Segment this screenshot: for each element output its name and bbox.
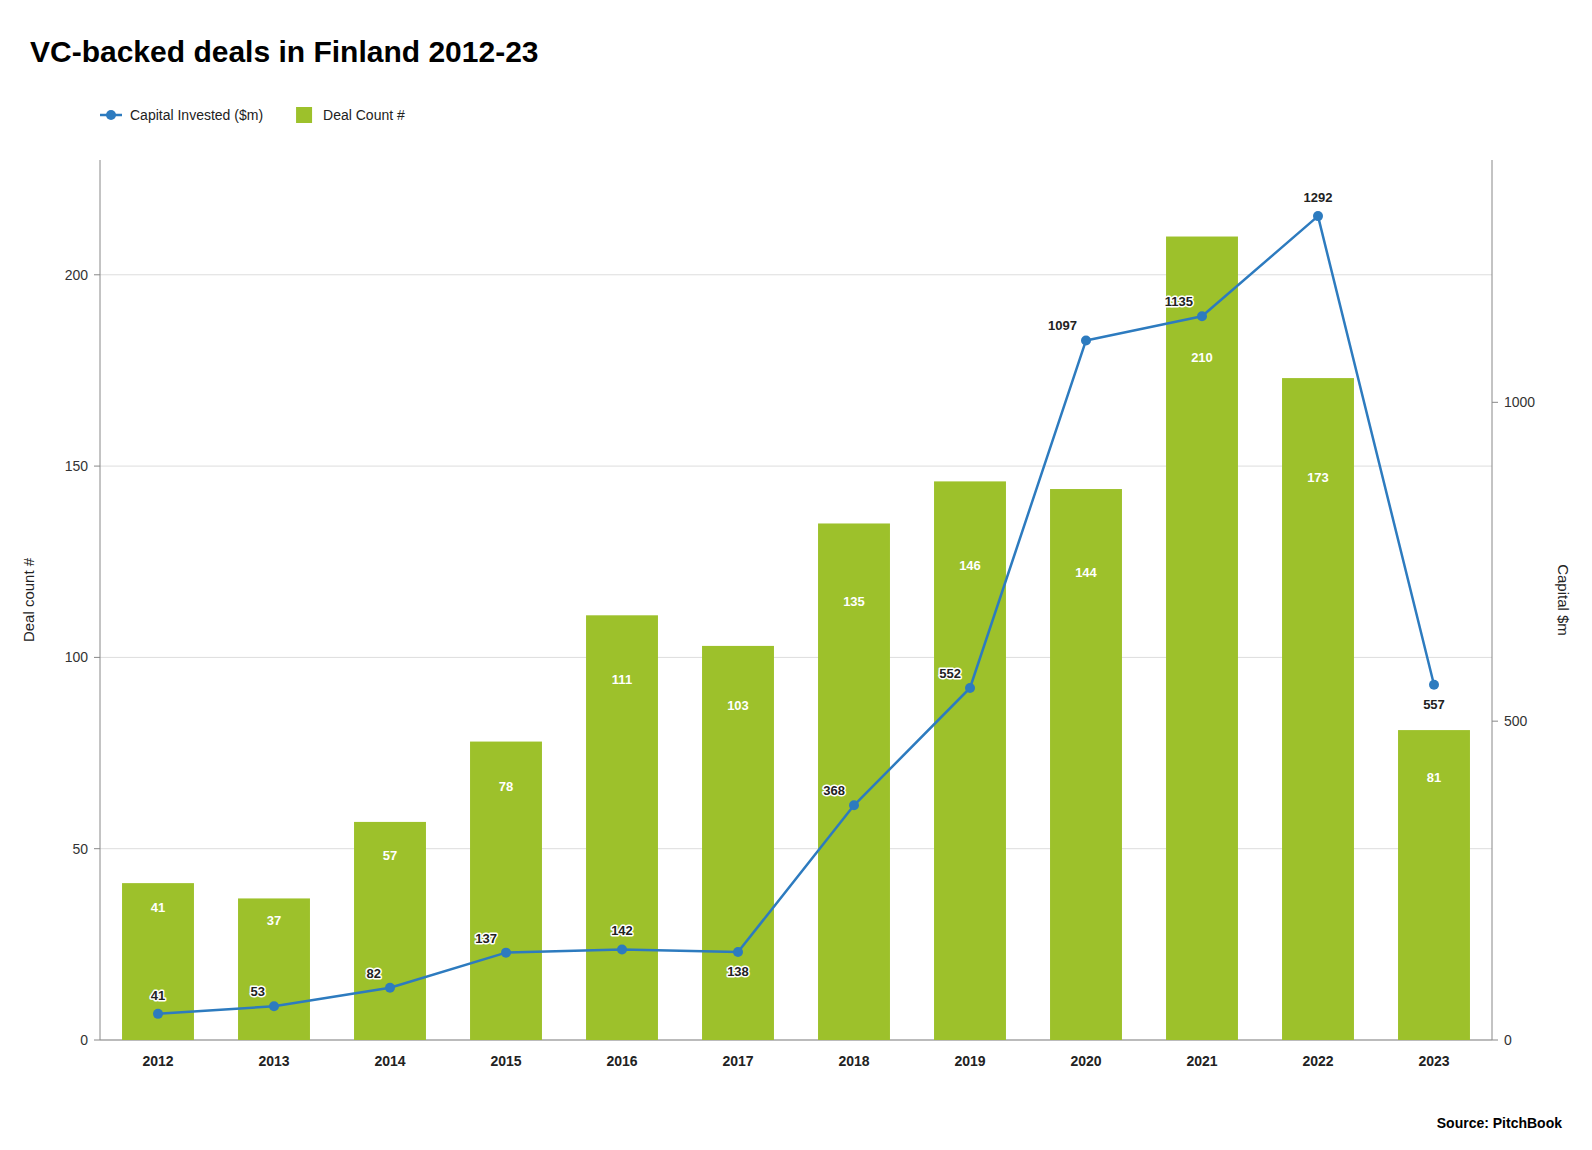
x-tick-label: 2018 (838, 1053, 869, 1069)
line-marker (501, 948, 511, 958)
legend-label: Capital Invested ($m) (130, 107, 263, 123)
bar (470, 742, 542, 1040)
y2-tick-label: 500 (1504, 713, 1528, 729)
line-marker (153, 1009, 163, 1019)
bar-label: 81 (1427, 770, 1441, 785)
bar-label: 111 (612, 672, 632, 687)
line-marker (1313, 211, 1323, 221)
y2-tick (1492, 721, 1498, 722)
chart-svg: VC-backed deals in Finland 2012-23 0 50 100… (0, 0, 1592, 1150)
y2-tick-label: 1000 (1504, 394, 1535, 410)
bar-label: 146 (959, 558, 981, 573)
chart-container: VC-backed deals in Finland 2012-23 0 50 100… (0, 0, 1592, 1150)
bar (934, 481, 1006, 1040)
marks (122, 211, 1470, 1040)
x-tick-label: 2014 (374, 1053, 405, 1069)
bar (238, 898, 310, 1040)
x-tick-label: 2022 (1302, 1053, 1333, 1069)
y-tick-label: 50 (72, 841, 88, 857)
data-labels: 41 37 57 78 111 103 135 146 144 210 173 81 41 53 82 137… (151, 190, 1445, 1003)
bar-label: 37 (267, 913, 281, 928)
line-label: 552 (939, 666, 961, 681)
line-label: 1135 (1165, 294, 1193, 309)
bar-label: 41 (151, 900, 165, 915)
y2-axis-line (1492, 160, 1493, 1040)
y2-tick (1492, 1040, 1498, 1041)
line-marker (1197, 311, 1207, 321)
line-marker (1081, 335, 1091, 345)
bar (818, 523, 890, 1040)
x-tick-label: 2020 (1070, 1053, 1101, 1069)
y-tick (94, 848, 100, 849)
line-marker (965, 683, 975, 693)
line-marker (1429, 680, 1439, 690)
legend-swatch (296, 107, 312, 123)
y-tick (94, 466, 100, 467)
line-label: 138 (727, 964, 749, 979)
y2-tick-label: 0 (1504, 1032, 1512, 1048)
y2-axis-label: Capital $m (1555, 564, 1572, 636)
line-label: 1097 (1048, 318, 1077, 333)
bar-label: 173 (1307, 470, 1329, 485)
title: VC-backed deals in Finland 2012-23 (30, 35, 539, 68)
x-tick-label: 2012 (142, 1053, 173, 1069)
bar (1282, 378, 1354, 1040)
line-label: 142 (611, 923, 633, 938)
y-tick-label: 150 (65, 458, 89, 474)
x-tick-label: 2023 (1418, 1053, 1449, 1069)
legend: Capital Invested ($m) Deal Count # (100, 107, 405, 123)
bar-label: 144 (1075, 565, 1097, 580)
line-label: 1292 (1304, 190, 1333, 205)
y-axis-line (100, 160, 101, 1040)
annotation: Source: PitchBook (1437, 1115, 1562, 1131)
legend-swatch (106, 110, 116, 120)
bar (122, 883, 194, 1040)
line-marker (617, 944, 627, 954)
y2-tick (1492, 402, 1498, 403)
bar (1398, 730, 1470, 1040)
y-tick (94, 657, 100, 658)
x-tick-label: 2016 (606, 1053, 637, 1069)
line-marker (385, 983, 395, 993)
bar (586, 615, 658, 1040)
legend-item: Deal Count # (296, 107, 405, 123)
y-tick (94, 1040, 100, 1041)
y-tick-label: 100 (65, 649, 89, 665)
grid-line (100, 274, 1492, 275)
y-tick-label: 200 (65, 267, 89, 283)
x-tick-label: 2021 (1186, 1053, 1217, 1069)
bar-label: 57 (383, 848, 397, 863)
line-label: 137 (475, 931, 497, 946)
x-tick-label: 2015 (490, 1053, 521, 1069)
line-marker (849, 800, 859, 810)
bar (1050, 489, 1122, 1040)
bar-label: 210 (1191, 350, 1213, 365)
y-tick (94, 274, 100, 275)
legend-item: Capital Invested ($m) (100, 107, 263, 123)
line-marker (269, 1001, 279, 1011)
line-label: 53 (251, 984, 265, 999)
line-label: 368 (823, 783, 845, 798)
bar (1166, 237, 1238, 1040)
line-label: 557 (1423, 697, 1445, 712)
x-tick-label: 2019 (954, 1053, 985, 1069)
x-tick-label: 2013 (258, 1053, 289, 1069)
legend-label: Deal Count # (323, 107, 405, 123)
bar (702, 646, 774, 1040)
line-marker (733, 947, 743, 957)
bar-label: 103 (727, 698, 749, 713)
x-tick-label: 2017 (722, 1053, 753, 1069)
bar (354, 822, 426, 1040)
y-tick-label: 0 (80, 1032, 88, 1048)
grid (100, 275, 1492, 1040)
y-axis-label: Deal count # (20, 557, 37, 642)
line-label: 82 (367, 966, 381, 981)
line (158, 216, 1434, 1014)
bar-label: 135 (843, 594, 865, 609)
bar-label: 78 (499, 779, 513, 794)
line-label: 41 (151, 988, 165, 1003)
